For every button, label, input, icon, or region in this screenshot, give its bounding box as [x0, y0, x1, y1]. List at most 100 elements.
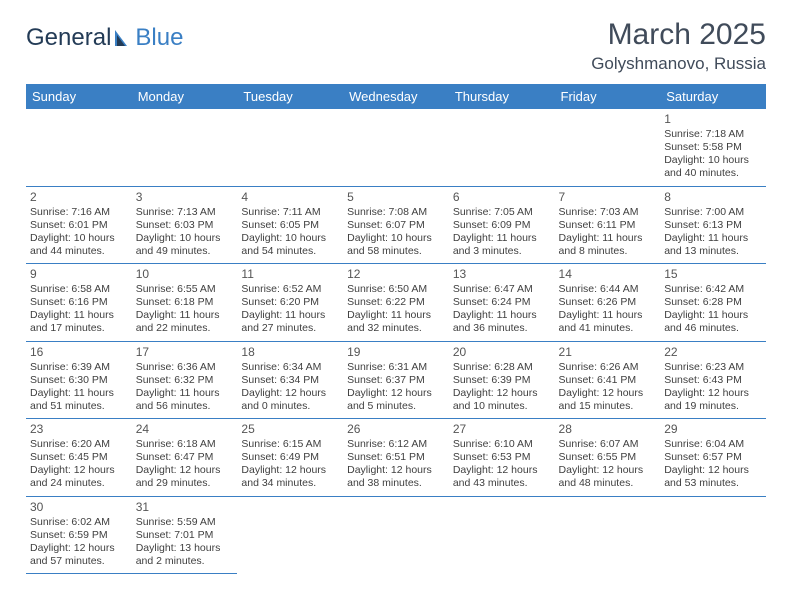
- day-number: 14: [559, 267, 657, 282]
- daylight-text-2: and 53 minutes.: [664, 477, 762, 490]
- day-number: 5: [347, 190, 445, 205]
- daylight-text-2: and 27 minutes.: [241, 322, 339, 335]
- day-number: 13: [453, 267, 551, 282]
- month-title: March 2025: [591, 18, 766, 52]
- daylight-text-1: Daylight: 10 hours: [241, 232, 339, 245]
- daylight-text-1: Daylight: 12 hours: [30, 464, 128, 477]
- daylight-text-2: and 54 minutes.: [241, 245, 339, 258]
- sunset-text: Sunset: 6:26 PM: [559, 296, 657, 309]
- daylight-text-1: Daylight: 12 hours: [453, 387, 551, 400]
- daylight-text-1: Daylight: 12 hours: [136, 464, 234, 477]
- sunrise-text: Sunrise: 6:44 AM: [559, 283, 657, 296]
- daylight-text-1: Daylight: 12 hours: [453, 464, 551, 477]
- day-number: 21: [559, 345, 657, 360]
- sunset-text: Sunset: 6:34 PM: [241, 374, 339, 387]
- day-number: 18: [241, 345, 339, 360]
- calendar-cell: 30Sunrise: 6:02 AMSunset: 6:59 PMDayligh…: [26, 496, 132, 574]
- daylight-text-1: Daylight: 11 hours: [559, 232, 657, 245]
- daylight-text-2: and 15 minutes.: [559, 400, 657, 413]
- daylight-text-2: and 0 minutes.: [241, 400, 339, 413]
- calendar-row: 2Sunrise: 7:16 AMSunset: 6:01 PMDaylight…: [26, 186, 766, 264]
- calendar-cell: 19Sunrise: 6:31 AMSunset: 6:37 PMDayligh…: [343, 341, 449, 419]
- calendar-cell: 28Sunrise: 6:07 AMSunset: 6:55 PMDayligh…: [555, 419, 661, 497]
- sunset-text: Sunset: 6:41 PM: [559, 374, 657, 387]
- calendar-cell: [237, 496, 343, 574]
- calendar-cell: 7Sunrise: 7:03 AMSunset: 6:11 PMDaylight…: [555, 186, 661, 264]
- calendar-cell: 14Sunrise: 6:44 AMSunset: 6:26 PMDayligh…: [555, 264, 661, 342]
- day-number: 29: [664, 422, 762, 437]
- sunset-text: Sunset: 6:16 PM: [30, 296, 128, 309]
- calendar-table: Sunday Monday Tuesday Wednesday Thursday…: [26, 84, 766, 574]
- calendar-cell: 25Sunrise: 6:15 AMSunset: 6:49 PMDayligh…: [237, 419, 343, 497]
- calendar-cell: 12Sunrise: 6:50 AMSunset: 6:22 PMDayligh…: [343, 264, 449, 342]
- sunset-text: Sunset: 6:13 PM: [664, 219, 762, 232]
- calendar-cell: 18Sunrise: 6:34 AMSunset: 6:34 PMDayligh…: [237, 341, 343, 419]
- day-number: 25: [241, 422, 339, 437]
- daylight-text-1: Daylight: 11 hours: [30, 387, 128, 400]
- title-block: March 2025 Golyshmanovo, Russia: [591, 18, 766, 74]
- sunset-text: Sunset: 6:47 PM: [136, 451, 234, 464]
- daylight-text-2: and 34 minutes.: [241, 477, 339, 490]
- daylight-text-2: and 41 minutes.: [559, 322, 657, 335]
- daylight-text-1: Daylight: 12 hours: [664, 387, 762, 400]
- day-number: 30: [30, 500, 128, 515]
- location-label: Golyshmanovo, Russia: [591, 54, 766, 74]
- sunrise-text: Sunrise: 6:07 AM: [559, 438, 657, 451]
- calendar-row: 9Sunrise: 6:58 AMSunset: 6:16 PMDaylight…: [26, 264, 766, 342]
- daylight-text-2: and 19 minutes.: [664, 400, 762, 413]
- daylight-text-1: Daylight: 11 hours: [347, 309, 445, 322]
- weekday-header-row: Sunday Monday Tuesday Wednesday Thursday…: [26, 84, 766, 109]
- weekday-header: Monday: [132, 84, 238, 109]
- daylight-text-2: and 2 minutes.: [136, 555, 234, 568]
- daylight-text-2: and 57 minutes.: [30, 555, 128, 568]
- day-number: 3: [136, 190, 234, 205]
- daylight-text-1: Daylight: 10 hours: [664, 154, 762, 167]
- day-number: 8: [664, 190, 762, 205]
- day-number: 26: [347, 422, 445, 437]
- sunrise-text: Sunrise: 6:50 AM: [347, 283, 445, 296]
- calendar-cell: [660, 496, 766, 574]
- calendar-cell: 9Sunrise: 6:58 AMSunset: 6:16 PMDaylight…: [26, 264, 132, 342]
- daylight-text-2: and 56 minutes.: [136, 400, 234, 413]
- calendar-row: 23Sunrise: 6:20 AMSunset: 6:45 PMDayligh…: [26, 419, 766, 497]
- day-number: 27: [453, 422, 551, 437]
- day-number: 6: [453, 190, 551, 205]
- sunset-text: Sunset: 6:57 PM: [664, 451, 762, 464]
- daylight-text-1: Daylight: 11 hours: [559, 309, 657, 322]
- calendar-cell: [26, 109, 132, 186]
- daylight-text-1: Daylight: 12 hours: [241, 387, 339, 400]
- daylight-text-2: and 38 minutes.: [347, 477, 445, 490]
- calendar-cell: [343, 109, 449, 186]
- calendar-cell: 4Sunrise: 7:11 AMSunset: 6:05 PMDaylight…: [237, 186, 343, 264]
- sunrise-text: Sunrise: 7:11 AM: [241, 206, 339, 219]
- sunrise-text: Sunrise: 6:12 AM: [347, 438, 445, 451]
- calendar-cell: 21Sunrise: 6:26 AMSunset: 6:41 PMDayligh…: [555, 341, 661, 419]
- sunset-text: Sunset: 6:20 PM: [241, 296, 339, 309]
- sunrise-text: Sunrise: 6:02 AM: [30, 516, 128, 529]
- sunset-text: Sunset: 6:55 PM: [559, 451, 657, 464]
- day-number: 16: [30, 345, 128, 360]
- sunset-text: Sunset: 5:58 PM: [664, 141, 762, 154]
- daylight-text-1: Daylight: 11 hours: [664, 309, 762, 322]
- calendar-cell: 22Sunrise: 6:23 AMSunset: 6:43 PMDayligh…: [660, 341, 766, 419]
- weekday-header: Saturday: [660, 84, 766, 109]
- calendar-row: 30Sunrise: 6:02 AMSunset: 6:59 PMDayligh…: [26, 496, 766, 574]
- brand-logo: GeneralBlue: [26, 24, 183, 52]
- brand-part1: Genera: [26, 24, 106, 52]
- daylight-text-1: Daylight: 13 hours: [136, 542, 234, 555]
- calendar-cell: [237, 109, 343, 186]
- daylight-text-2: and 24 minutes.: [30, 477, 128, 490]
- day-number: 1: [664, 112, 762, 127]
- page-header: GeneralBlue March 2025 Golyshmanovo, Rus…: [26, 18, 766, 74]
- calendar-cell: 27Sunrise: 6:10 AMSunset: 6:53 PMDayligh…: [449, 419, 555, 497]
- sunrise-text: Sunrise: 6:15 AM: [241, 438, 339, 451]
- sunset-text: Sunset: 6:03 PM: [136, 219, 234, 232]
- day-number: 31: [136, 500, 234, 515]
- daylight-text-1: Daylight: 10 hours: [136, 232, 234, 245]
- calendar-cell: [555, 109, 661, 186]
- daylight-text-2: and 5 minutes.: [347, 400, 445, 413]
- sunrise-text: Sunrise: 6:23 AM: [664, 361, 762, 374]
- calendar-cell: [343, 496, 449, 574]
- sunset-text: Sunset: 6:43 PM: [664, 374, 762, 387]
- sunset-text: Sunset: 6:53 PM: [453, 451, 551, 464]
